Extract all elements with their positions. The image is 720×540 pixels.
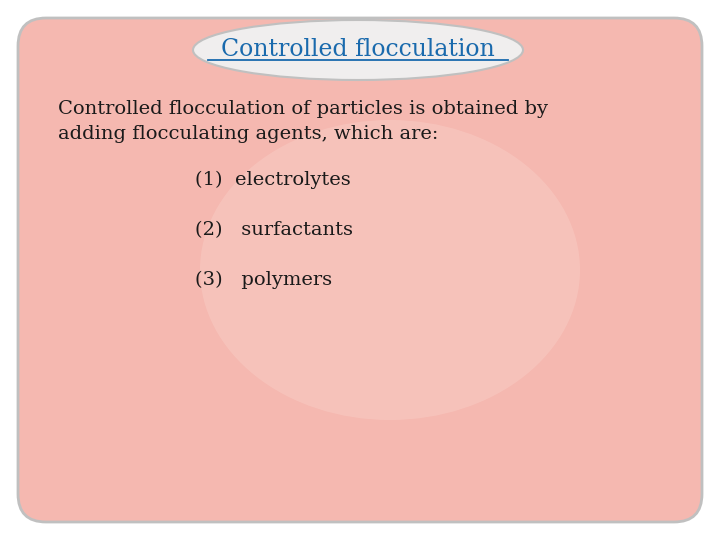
Text: (1)  electrolytes: (1) electrolytes xyxy=(195,171,351,189)
Text: (2)   surfactants: (2) surfactants xyxy=(195,221,353,239)
Ellipse shape xyxy=(193,20,523,80)
Ellipse shape xyxy=(200,120,580,420)
Text: (3)   polymers: (3) polymers xyxy=(195,271,332,289)
FancyBboxPatch shape xyxy=(18,18,702,522)
Text: Controlled flocculation: Controlled flocculation xyxy=(221,37,495,60)
Text: Controlled flocculation of particles is obtained by: Controlled flocculation of particles is … xyxy=(58,100,548,118)
Text: adding flocculating agents, which are:: adding flocculating agents, which are: xyxy=(58,125,438,143)
